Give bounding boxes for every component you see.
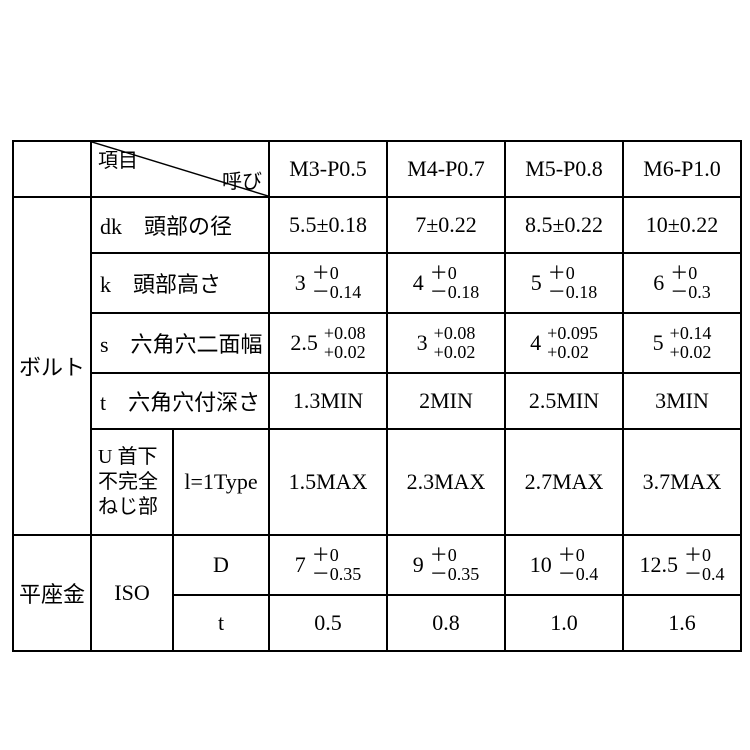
cell-value: 3 ＋0－0.14 — [269, 253, 387, 313]
row-label-k: k 頭部高さ — [91, 253, 269, 313]
cell-value: 7±0.22 — [387, 197, 505, 253]
row-washer-D: 平座金 ISO D 7 ＋0－0.35 9 ＋0－0.35 10 ＋0－0.4 … — [13, 535, 741, 595]
cell-value: 12.5 ＋0－0.4 — [623, 535, 741, 595]
cell-value: 1.6 — [623, 595, 741, 651]
cell-value: 2.5MIN — [505, 373, 623, 429]
cell-value: 1.5MAX — [269, 429, 387, 535]
cell-value: 8.5±0.22 — [505, 197, 623, 253]
cell-value: 1.0 — [505, 595, 623, 651]
col-header: M5-P0.8 — [505, 141, 623, 197]
cell-value: 10 ＋0－0.4 — [505, 535, 623, 595]
row-u: U 首下 不完全 ねじ部 l=1Type 1.5MAX 2.3MAX 2.7MA… — [13, 429, 741, 535]
row-t: t 六角穴付深さ 1.3MIN 2MIN 2.5MIN 3MIN — [13, 373, 741, 429]
spec-table-container: 項目 呼び M3-P0.5 M4-P0.7 M5-P0.8 M6-P1.0 ボル… — [12, 140, 738, 652]
row-label-dk: dk 頭部の径 — [91, 197, 269, 253]
header-blank — [13, 141, 91, 197]
diag-bottom-label: 呼び — [222, 165, 262, 194]
cell-value: 6 ＋0－0.3 — [623, 253, 741, 313]
cell-value: 3MIN — [623, 373, 741, 429]
cell-value: 5.5±0.18 — [269, 197, 387, 253]
cell-value: 0.8 — [387, 595, 505, 651]
row-s: s 六角穴二面幅 2.5 +0.08+0.02 3 +0.08+0.02 4 +… — [13, 313, 741, 373]
row-k: k 頭部高さ 3 ＋0－0.14 4 ＋0－0.18 5 ＋0－0.18 6 ＋… — [13, 253, 741, 313]
group-label-washer: 平座金 — [13, 535, 91, 651]
row-label-D: D — [173, 535, 269, 595]
row-label-u: U 首下 不完全 ねじ部 — [91, 429, 173, 535]
header-row: 項目 呼び M3-P0.5 M4-P0.7 M5-P0.8 M6-P1.0 — [13, 141, 741, 197]
cell-value: 9 ＋0－0.35 — [387, 535, 505, 595]
header-diagonal-cell: 項目 呼び — [91, 141, 269, 197]
cell-value: 3.7MAX — [623, 429, 741, 535]
cell-value: 5 +0.14+0.02 — [623, 313, 741, 373]
cell-value: 5 ＋0－0.18 — [505, 253, 623, 313]
cell-value: 2.5 +0.08+0.02 — [269, 313, 387, 373]
cell-value: 1.3MIN — [269, 373, 387, 429]
cell-value: 3 +0.08+0.02 — [387, 313, 505, 373]
row-label-s: s 六角穴二面幅 — [91, 313, 269, 373]
cell-value: 4 ＋0－0.18 — [387, 253, 505, 313]
spec-table: 項目 呼び M3-P0.5 M4-P0.7 M5-P0.8 M6-P1.0 ボル… — [12, 140, 742, 652]
row-dk: ボルト dk 頭部の径 5.5±0.18 7±0.22 8.5±0.22 10±… — [13, 197, 741, 253]
group-label-bolt: ボルト — [13, 197, 91, 535]
row-label-washer-t: t — [173, 595, 269, 651]
cell-value: 4 +0.095+0.02 — [505, 313, 623, 373]
col-header: M6-P1.0 — [623, 141, 741, 197]
cell-value: 10±0.22 — [623, 197, 741, 253]
washer-iso-label: ISO — [91, 535, 173, 651]
cell-value: 0.5 — [269, 595, 387, 651]
row-sublabel-u: l=1Type — [173, 429, 269, 535]
diag-top-label: 項目 — [98, 144, 138, 173]
cell-value: 2.7MAX — [505, 429, 623, 535]
row-label-t: t 六角穴付深さ — [91, 373, 269, 429]
cell-value: 2MIN — [387, 373, 505, 429]
cell-value: 2.3MAX — [387, 429, 505, 535]
col-header: M4-P0.7 — [387, 141, 505, 197]
col-header: M3-P0.5 — [269, 141, 387, 197]
cell-value: 7 ＋0－0.35 — [269, 535, 387, 595]
